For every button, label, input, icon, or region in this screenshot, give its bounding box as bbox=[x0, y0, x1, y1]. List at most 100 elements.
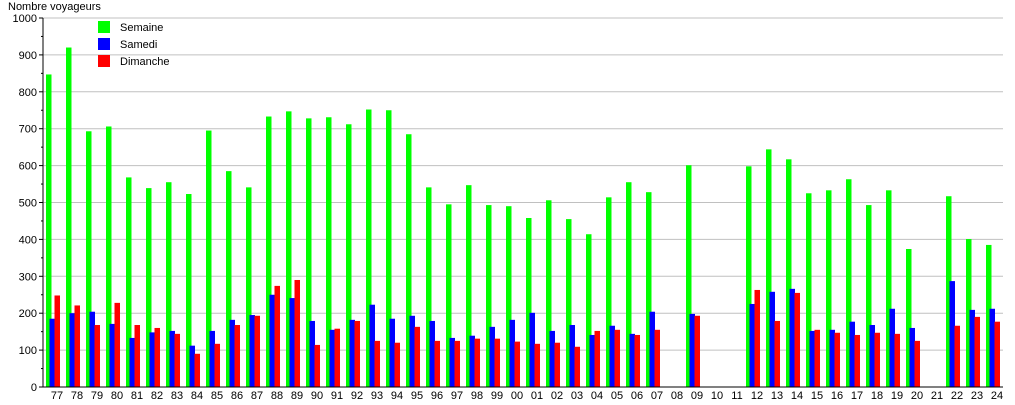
bar-samedi-02 bbox=[549, 330, 555, 387]
x-tick-label: 79 bbox=[91, 390, 103, 400]
bar-semaine-07 bbox=[646, 192, 652, 387]
bar-semaine-20 bbox=[906, 248, 912, 387]
bar-semaine-83 bbox=[166, 182, 172, 387]
bar-semaine-92 bbox=[346, 124, 352, 387]
y-tick-label: 700 bbox=[19, 124, 37, 136]
bar-semaine-82 bbox=[146, 188, 152, 387]
bar-semaine-77 bbox=[46, 74, 52, 387]
bar-semaine-05 bbox=[606, 197, 612, 387]
x-tick-label: 17 bbox=[851, 390, 863, 400]
bar-samedi-83 bbox=[169, 330, 175, 387]
bar-semaine-93 bbox=[366, 109, 372, 388]
x-tick-label: 94 bbox=[391, 390, 403, 400]
bar-semaine-91 bbox=[326, 117, 332, 388]
bar-dimanche-09 bbox=[694, 315, 700, 387]
bar-samedi-05 bbox=[609, 325, 615, 387]
bar-samedi-23 bbox=[969, 309, 975, 387]
bar-dimanche-16 bbox=[834, 332, 840, 387]
bar-samedi-15 bbox=[809, 330, 815, 387]
x-tick-label: 92 bbox=[351, 390, 363, 400]
bar-semaine-98 bbox=[466, 185, 472, 387]
bar-semaine-03 bbox=[566, 219, 572, 387]
x-tick-label: 98 bbox=[471, 390, 483, 400]
bar-dimanche-02 bbox=[554, 342, 560, 387]
bar-semaine-17 bbox=[846, 179, 852, 387]
bar-dimanche-23 bbox=[974, 316, 980, 387]
y-tick-label: 300 bbox=[19, 271, 37, 283]
bar-dimanche-13 bbox=[774, 320, 780, 387]
bar-semaine-02 bbox=[546, 200, 552, 387]
x-tick-label: 97 bbox=[451, 390, 463, 400]
x-tick-label: 13 bbox=[771, 390, 783, 400]
bar-semaine-09 bbox=[686, 165, 692, 387]
bar-samedi-80 bbox=[109, 323, 115, 387]
bar-dimanche-93 bbox=[374, 340, 380, 387]
bar-semaine-22 bbox=[946, 196, 952, 387]
x-tick-label: 00 bbox=[511, 390, 523, 400]
bar-samedi-78 bbox=[69, 313, 75, 387]
x-tick-label: 12 bbox=[751, 390, 763, 400]
x-tick-label: 01 bbox=[531, 390, 543, 400]
bar-semaine-23 bbox=[966, 239, 972, 387]
x-tick-label: 80 bbox=[111, 390, 123, 400]
bar-semaine-12 bbox=[746, 166, 752, 387]
x-tick-label: 04 bbox=[591, 390, 603, 400]
bar-dimanche-17 bbox=[854, 334, 860, 387]
bar-samedi-07 bbox=[649, 311, 655, 387]
bar-dimanche-07 bbox=[654, 329, 660, 387]
bar-semaine-87 bbox=[246, 187, 252, 387]
bar-dimanche-89 bbox=[294, 279, 300, 387]
bar-semaine-79 bbox=[86, 131, 92, 387]
bar-samedi-92 bbox=[349, 319, 355, 387]
bar-dimanche-80 bbox=[114, 302, 120, 387]
bar-semaine-86 bbox=[226, 171, 232, 387]
bar-semaine-13 bbox=[766, 149, 772, 387]
bar-samedi-13 bbox=[769, 291, 775, 387]
x-tick-label: 11 bbox=[731, 390, 742, 400]
bar-samedi-85 bbox=[209, 330, 215, 387]
bar-semaine-06 bbox=[626, 182, 632, 387]
bar-dimanche-14 bbox=[794, 292, 800, 387]
bar-semaine-19 bbox=[886, 190, 892, 387]
bar-semaine-01 bbox=[526, 217, 532, 387]
x-tick-label: 88 bbox=[271, 390, 283, 400]
y-axis-label: Nombre voyageurs bbox=[8, 1, 101, 13]
x-tick-label: 83 bbox=[171, 390, 183, 400]
bar-dimanche-12 bbox=[754, 289, 760, 387]
bar-dimanche-22 bbox=[954, 325, 960, 387]
bar-samedi-24 bbox=[989, 308, 995, 387]
y-tick-label: 1000 bbox=[13, 13, 37, 25]
bar-dimanche-84 bbox=[194, 353, 200, 387]
bar-samedi-03 bbox=[569, 325, 575, 387]
x-tick-label: 09 bbox=[691, 390, 703, 400]
bar-semaine-18 bbox=[866, 205, 872, 387]
bar-samedi-20 bbox=[909, 327, 915, 387]
x-tick-label: 05 bbox=[611, 390, 623, 400]
bar-samedi-22 bbox=[949, 281, 955, 387]
y-tick-label: 0 bbox=[31, 382, 37, 394]
y-tick-label: 600 bbox=[19, 161, 37, 173]
bar-dimanche-05 bbox=[614, 329, 620, 387]
bar-dimanche-98 bbox=[474, 338, 480, 387]
bar-samedi-18 bbox=[869, 325, 875, 387]
bar-samedi-89 bbox=[289, 298, 295, 387]
x-tick-label: 78 bbox=[71, 390, 83, 400]
bar-dimanche-19 bbox=[894, 333, 900, 387]
bar-semaine-88 bbox=[266, 116, 272, 387]
x-tick-label: 77 bbox=[51, 390, 63, 400]
bar-dimanche-85 bbox=[214, 343, 220, 387]
x-tick-label: 02 bbox=[551, 390, 563, 400]
bar-samedi-82 bbox=[149, 332, 155, 387]
x-tick-label: 93 bbox=[371, 390, 383, 400]
bar-samedi-96 bbox=[429, 320, 435, 387]
bar-samedi-95 bbox=[409, 315, 415, 387]
bar-samedi-91 bbox=[329, 329, 335, 387]
bar-dimanche-00 bbox=[514, 341, 520, 387]
bar-semaine-94 bbox=[386, 110, 392, 387]
bar-dimanche-81 bbox=[134, 325, 140, 387]
bar-samedi-14 bbox=[789, 288, 795, 387]
bar-samedi-17 bbox=[849, 321, 855, 387]
bar-semaine-15 bbox=[806, 193, 812, 387]
bar-samedi-99 bbox=[489, 326, 495, 387]
